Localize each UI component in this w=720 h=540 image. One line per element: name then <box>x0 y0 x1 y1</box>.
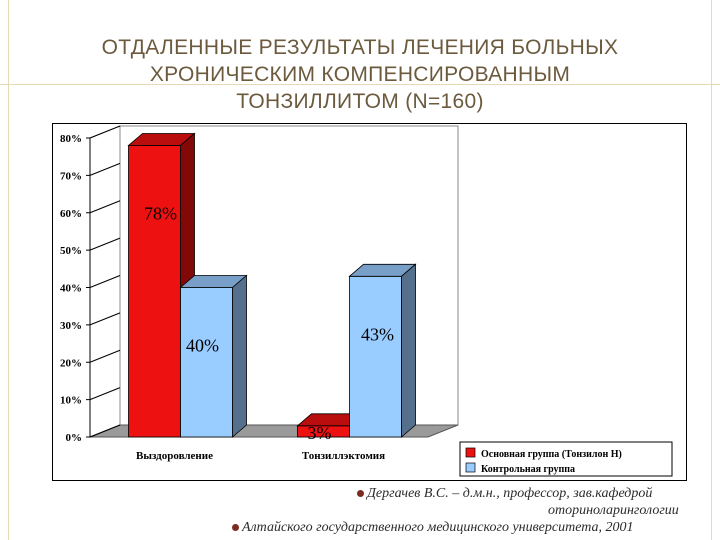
footer-line-2: оториноларингологии <box>548 503 679 518</box>
y-tick-depth <box>89 237 121 251</box>
data-label: 78% <box>144 204 177 224</box>
bullet-icon <box>232 524 239 532</box>
bar <box>180 287 233 438</box>
bullet-icon <box>357 490 364 498</box>
y-tick-label: 70% <box>60 170 82 182</box>
y-tick-depth <box>89 125 121 139</box>
x-tick-label: Тонзиллэктомия <box>302 450 385 462</box>
slide-title: ОТДАЛЕННЫЕ РЕЗУЛЬТАТЫ ЛЕЧЕНИЯ БОЛЬНЫХ ХР… <box>40 34 680 115</box>
y-tick-label: 50% <box>60 245 82 257</box>
bar-side <box>232 274 247 438</box>
data-label: 3% <box>308 423 332 443</box>
bar <box>128 145 181 438</box>
y-tick-depth <box>89 275 121 288</box>
y-tick-label: 60% <box>60 208 82 220</box>
slide-rule-line <box>0 84 720 85</box>
legend-box <box>459 441 673 477</box>
y-tick-depth <box>89 387 121 401</box>
y-tick-label: 10% <box>60 395 82 407</box>
y-tick-label: 0% <box>66 432 83 444</box>
title-line-2: ХРОНИЧЕСКИМ КОМПЕНСИРОВАННЫМ <box>149 63 571 86</box>
y-tick-depth <box>89 424 121 438</box>
footer-line-1: Дергачев В.С. – д.м.н., профессор, зав.к… <box>367 486 653 501</box>
x-tick-label: Выздоровление <box>136 450 213 462</box>
y-tick-depth <box>89 200 121 214</box>
legend-label: Контрольная группа <box>481 464 575 475</box>
y-tick-label: 80% <box>60 133 82 145</box>
slide-border-left <box>8 0 9 540</box>
footer-author: Дергачев В.С. – д.м.н., профессор, зав.к… <box>357 486 652 502</box>
footer-university: Алтайского государственного медицинского… <box>232 520 634 536</box>
title-line-1: ОТДАЛЕННЫЕ РЕЗУЛЬТАТЫ ЛЕЧЕНИЯ БОЛЬНЫХ <box>101 36 619 59</box>
data-label: 40% <box>186 336 219 356</box>
slide-border-right <box>711 0 712 540</box>
y-tick-depth <box>89 349 121 363</box>
y-tick-depth <box>89 162 121 176</box>
y-tick-label: 20% <box>60 357 82 369</box>
y-tick-label: 40% <box>60 283 82 295</box>
y-tick-depth <box>89 312 121 326</box>
bar-side <box>401 263 416 438</box>
data-label: 43% <box>361 324 394 344</box>
bar <box>349 275 402 438</box>
legend-swatch <box>465 447 476 458</box>
y-tick-label: 30% <box>60 320 82 332</box>
legend-swatch <box>465 462 476 473</box>
footer-line-3: Алтайского государственного медицинского… <box>242 520 634 535</box>
footer-department: оториноларингологии <box>548 503 679 519</box>
title-line-3: ТОНЗИЛЛИТОМ (N=160) <box>236 90 484 113</box>
legend-label: Основная группа (Тонзилон Н) <box>481 449 622 460</box>
